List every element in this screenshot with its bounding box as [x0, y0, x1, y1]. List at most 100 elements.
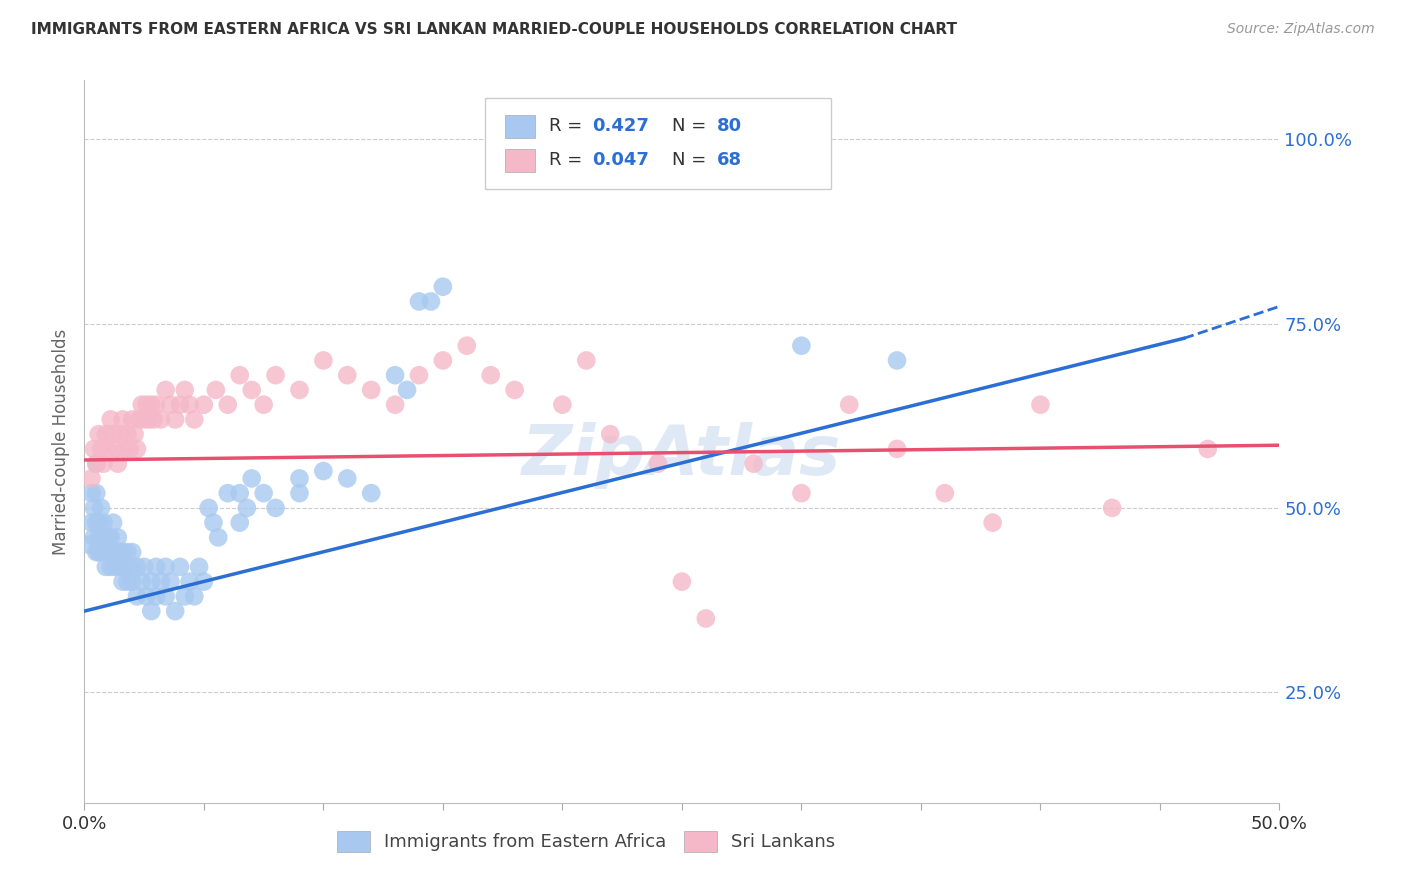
Point — [149, 574, 172, 589]
Point — [790, 339, 813, 353]
FancyBboxPatch shape — [505, 149, 534, 172]
Point — [87, 516, 110, 530]
Point — [83, 530, 105, 544]
Point — [93, 516, 115, 530]
Point — [131, 398, 153, 412]
Point — [118, 560, 141, 574]
Point — [288, 471, 311, 485]
Point — [87, 545, 110, 559]
Point — [132, 560, 156, 574]
Point — [838, 398, 860, 412]
FancyBboxPatch shape — [485, 98, 831, 189]
Point — [456, 339, 478, 353]
Point — [86, 545, 108, 559]
Point — [80, 486, 103, 500]
Point — [90, 530, 112, 544]
Point — [360, 486, 382, 500]
Point — [159, 574, 181, 589]
Point — [575, 353, 598, 368]
Point — [934, 486, 956, 500]
Point — [145, 560, 167, 574]
Point — [94, 530, 117, 544]
Point — [111, 545, 134, 559]
Point — [159, 398, 181, 412]
Point — [149, 412, 172, 426]
Point — [141, 398, 163, 412]
Point — [100, 560, 122, 574]
Point — [205, 383, 228, 397]
Point — [101, 427, 124, 442]
Point — [336, 471, 359, 485]
Point — [104, 442, 127, 456]
Text: ZipAtlas: ZipAtlas — [522, 423, 842, 490]
Point — [135, 398, 157, 412]
Point — [93, 545, 115, 559]
Text: 0.427: 0.427 — [592, 117, 650, 135]
Point — [110, 560, 132, 574]
Point — [117, 427, 139, 442]
Text: 68: 68 — [717, 152, 742, 169]
Point — [138, 412, 160, 426]
Point — [155, 590, 177, 604]
Text: R =: R = — [550, 152, 588, 169]
Point — [118, 442, 141, 456]
Point — [193, 574, 215, 589]
Point — [94, 427, 117, 442]
Point — [647, 457, 669, 471]
Point — [384, 368, 406, 383]
Point — [86, 457, 108, 471]
Point — [432, 353, 454, 368]
FancyBboxPatch shape — [505, 115, 534, 138]
Point — [229, 486, 252, 500]
Point — [97, 530, 120, 544]
Point — [1101, 500, 1123, 515]
Point — [131, 574, 153, 589]
Point — [135, 590, 157, 604]
Y-axis label: Married-couple Households: Married-couple Households — [52, 328, 70, 555]
Point — [101, 545, 124, 559]
Point — [253, 486, 276, 500]
Point — [165, 604, 187, 618]
Point — [193, 398, 215, 412]
Point — [396, 383, 419, 397]
Text: N =: N = — [672, 117, 713, 135]
Point — [125, 442, 148, 456]
Point — [104, 560, 127, 574]
Point — [169, 398, 191, 412]
Point — [90, 500, 112, 515]
Point — [432, 279, 454, 293]
Point — [183, 590, 205, 604]
Point — [93, 457, 115, 471]
Point — [83, 500, 105, 515]
Point — [202, 516, 225, 530]
Point — [107, 530, 129, 544]
Point — [86, 457, 108, 471]
Point — [111, 412, 134, 426]
Point — [121, 412, 143, 426]
Text: IMMIGRANTS FROM EASTERN AFRICA VS SRI LANKAN MARRIED-COUPLE HOUSEHOLDS CORRELATI: IMMIGRANTS FROM EASTERN AFRICA VS SRI LA… — [31, 22, 957, 37]
Point — [86, 486, 108, 500]
Point — [217, 398, 239, 412]
Point — [114, 442, 136, 456]
Point — [125, 590, 148, 604]
Point — [264, 500, 287, 515]
Point — [240, 383, 263, 397]
Point — [420, 294, 443, 309]
Point — [128, 412, 150, 426]
Point — [264, 368, 287, 383]
Point — [83, 442, 105, 456]
Point — [183, 412, 205, 426]
Point — [124, 427, 146, 442]
Point — [599, 427, 621, 442]
Point — [312, 464, 335, 478]
Point — [141, 574, 163, 589]
Point — [1197, 442, 1219, 456]
Point — [97, 545, 120, 559]
Legend: Immigrants from Eastern Africa, Sri Lankans: Immigrants from Eastern Africa, Sri Lank… — [330, 823, 842, 859]
Point — [90, 545, 112, 559]
Point — [90, 442, 112, 456]
Point — [117, 545, 139, 559]
Point — [207, 530, 229, 544]
Point — [97, 442, 120, 456]
Point — [384, 398, 406, 412]
